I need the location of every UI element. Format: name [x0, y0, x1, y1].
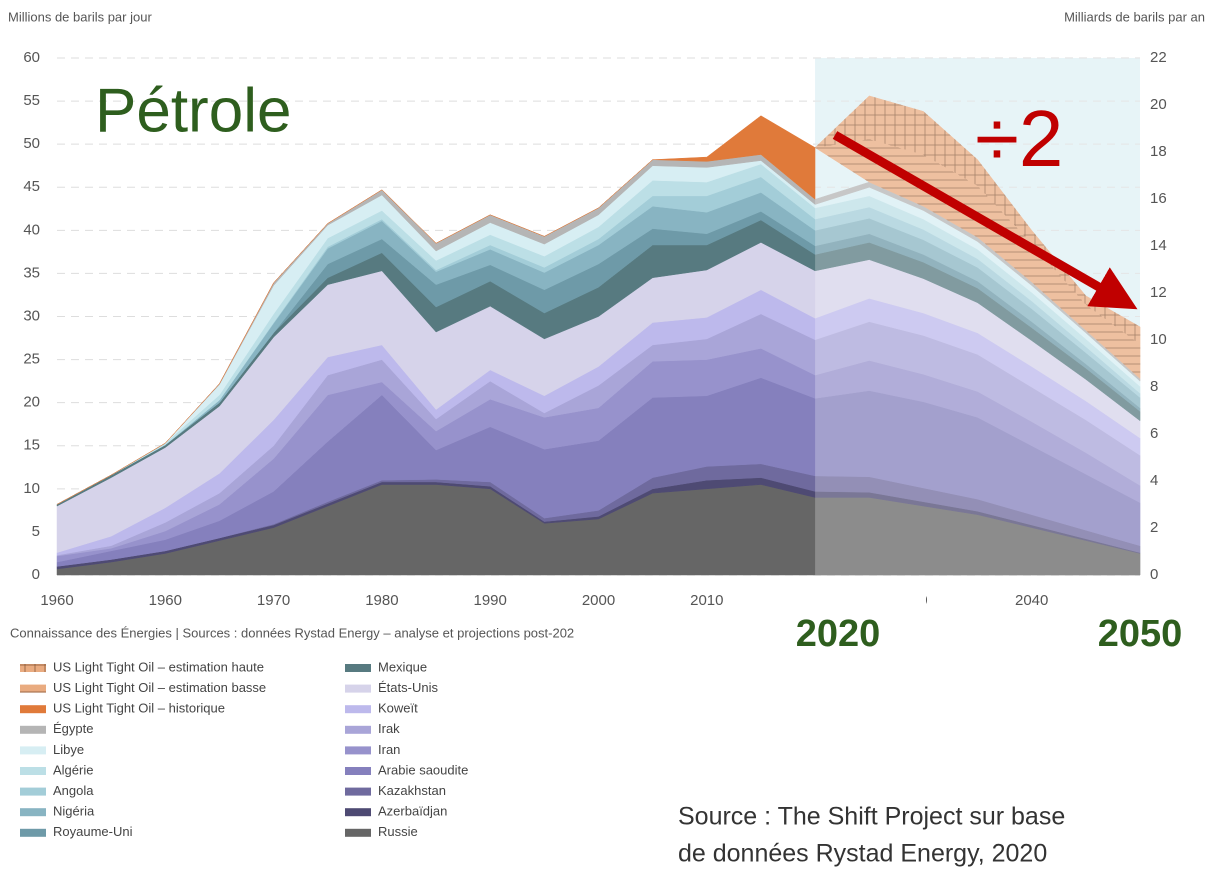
legend-swatch	[20, 725, 46, 734]
y2-tick-label: 18	[1150, 143, 1167, 160]
y-tick-label: 60	[23, 49, 40, 66]
y-tick-label: 30	[23, 307, 40, 324]
y2-tick-label: 20	[1150, 96, 1167, 113]
legend-label: Royaume-Uni	[53, 824, 133, 839]
x-tick-label: 2010	[690, 592, 723, 609]
legend-swatch	[20, 787, 46, 796]
legend-swatch	[345, 725, 371, 734]
y-tick-label: 20	[23, 394, 40, 411]
legend-label: Angola	[53, 783, 94, 798]
legend-label: Azerbaïdjan	[378, 804, 447, 819]
legend-swatch	[345, 705, 371, 714]
year-annotation: 2050	[1098, 613, 1183, 655]
y-tick-label: 5	[32, 523, 40, 540]
y2-tick-label: 10	[1150, 331, 1167, 348]
legend: US Light Tight Oil – estimation haute US …	[20, 659, 468, 839]
y2-tick-label: 6	[1150, 425, 1158, 442]
y-tick-label: 55	[23, 92, 40, 109]
legend-swatch	[20, 746, 46, 755]
x-tick-label: 2040	[1015, 592, 1048, 609]
legend-swatch	[20, 828, 46, 837]
overlay-layer	[815, 58, 1140, 575]
y2-tick-label: 8	[1150, 378, 1158, 395]
y-tick-label: 15	[23, 437, 40, 454]
legend-label: Iran	[378, 742, 400, 757]
source-line: de données Rystad Energy, 2020	[678, 840, 1047, 868]
y-tick-label: 35	[23, 264, 40, 281]
legend-label: Arabie saoudite	[378, 762, 468, 777]
legend-swatch	[345, 828, 371, 837]
source-line: Source : The Shift Project sur base	[678, 803, 1065, 831]
legend-label: Russie	[378, 824, 418, 839]
chart-title: Pétrole	[95, 76, 291, 145]
legend-label: US Light Tight Oil – historique	[53, 701, 225, 716]
y-tick-label: 50	[23, 135, 40, 152]
legend-swatch	[345, 767, 371, 775]
y2-tick-label: 4	[1150, 472, 1158, 489]
ratio-annotation: ÷2	[975, 94, 1063, 183]
x-tick-label: 1980	[365, 592, 398, 609]
projection-wash	[815, 58, 1140, 575]
y2-tick-label: 0	[1150, 566, 1158, 583]
area	[814, 95, 1141, 345]
legend-label: États-Unis	[378, 680, 438, 695]
legend-swatch	[345, 664, 371, 672]
y2-tick-label: 14	[1150, 237, 1167, 254]
legend-swatch	[345, 787, 371, 796]
y2-tick-label: 22	[1150, 49, 1167, 66]
cover-box	[742, 580, 926, 665]
legend-swatch	[20, 808, 46, 817]
legend-swatch	[20, 664, 46, 672]
y-tick-label: 45	[23, 178, 40, 195]
y2-tick-label: 12	[1150, 284, 1167, 301]
x-tick-label: 2000	[582, 592, 615, 609]
y-tick-label: 40	[23, 221, 40, 238]
area	[56, 115, 816, 505]
legend-swatch	[345, 808, 371, 817]
legend-label: US Light Tight Oil – estimation basse	[53, 680, 266, 695]
y-tick-label: 10	[23, 480, 40, 497]
x-tick-label: 1990	[474, 592, 507, 609]
legend-label: Koweït	[378, 701, 418, 716]
legend-label: Kazakhstan	[378, 783, 446, 798]
legend-label: US Light Tight Oil – estimation haute	[53, 659, 264, 674]
axes: 0 5 10 15 20 25 30 35 40 45 50 55 60 0 2 4 6 8 10 12 14 16 18 2…	[23, 49, 1166, 609]
y-axis-label: Millions de barils par jour	[8, 9, 152, 24]
year-annotation: 2020	[796, 613, 881, 655]
y2-axis-label: Milliards de barils par an	[1064, 9, 1205, 24]
legend-swatch	[20, 705, 46, 714]
legend-label: Irak	[378, 721, 400, 736]
areas	[56, 95, 1141, 576]
x-tick-label: 1960	[149, 592, 182, 609]
legend-label: Mexique	[378, 659, 427, 674]
caption: Connaissance des Énergies | Sources : do…	[10, 625, 574, 640]
trend-arrow	[832, 131, 1138, 310]
x-tick-label: 1970	[257, 592, 290, 609]
y2-tick-label: 2	[1150, 519, 1158, 536]
y2-tick-label: 16	[1150, 190, 1167, 207]
legend-swatch	[20, 684, 46, 693]
legend-label: Égypte	[53, 721, 93, 736]
legend-swatch	[20, 767, 46, 775]
legend-label: Libye	[53, 742, 84, 757]
legend-label: Nigéria	[53, 804, 95, 819]
y-tick-label: 0	[32, 566, 40, 583]
legend-swatch	[345, 684, 371, 693]
x-tick-label: 1960	[40, 592, 73, 609]
legend-swatch	[345, 746, 371, 755]
y-tick-label: 25	[23, 351, 40, 368]
legend-label: Algérie	[53, 762, 93, 777]
